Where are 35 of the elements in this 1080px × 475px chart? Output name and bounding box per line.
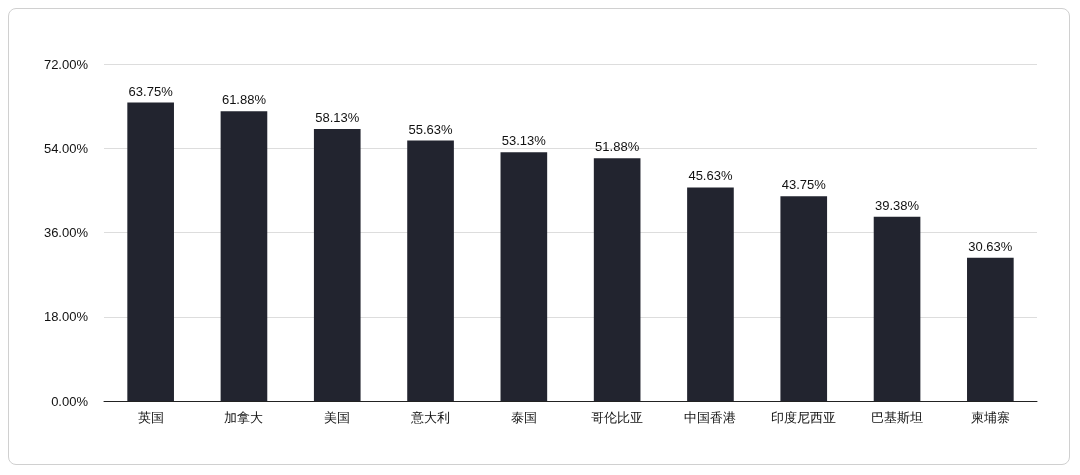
data-label: 45.63% — [688, 168, 733, 184]
x-tick-label: 意大利 — [410, 410, 451, 425]
bar — [687, 187, 734, 401]
bar — [967, 257, 1014, 401]
bar — [593, 158, 641, 401]
bar — [873, 216, 921, 401]
data-label: 43.75% — [781, 177, 827, 193]
y-tick-label: 36.00% — [43, 225, 89, 240]
bar — [500, 152, 548, 401]
x-tick-label: 印度尼西亚 — [771, 410, 837, 425]
y-tick-label: 54.00% — [43, 140, 89, 156]
y-tick-label: 18.00% — [43, 309, 89, 325]
data-label: 30.63% — [968, 238, 1013, 254]
data-label: 63.75% — [128, 83, 174, 99]
data-label: 58.13% — [315, 109, 360, 125]
data-label: 51.88% — [595, 139, 640, 155]
x-tick-label: 哥伦比亚 — [591, 410, 644, 425]
bar — [407, 140, 454, 401]
bar — [780, 196, 828, 401]
x-tick-label: 柬埔寨 — [970, 410, 1010, 425]
x-tick-label: 中国香港 — [684, 410, 737, 425]
x-tick-label: 美国 — [324, 410, 351, 425]
data-label: 39.38% — [875, 197, 920, 213]
x-tick-label: 巴基斯坦 — [871, 410, 924, 425]
bar — [313, 128, 361, 401]
x-tick-label: 泰国 — [510, 410, 537, 425]
bar — [220, 111, 268, 401]
data-label: 53.13% — [501, 133, 547, 149]
y-tick-label: 72.00% — [43, 56, 89, 72]
bar — [127, 102, 174, 401]
data-label: 61.88% — [221, 92, 267, 108]
data-label: 55.63% — [408, 121, 454, 137]
y-tick-label: 0.00% — [51, 393, 89, 409]
x-tick-label: 加拿大 — [224, 410, 264, 425]
x-tick-label: 英国 — [137, 410, 164, 425]
